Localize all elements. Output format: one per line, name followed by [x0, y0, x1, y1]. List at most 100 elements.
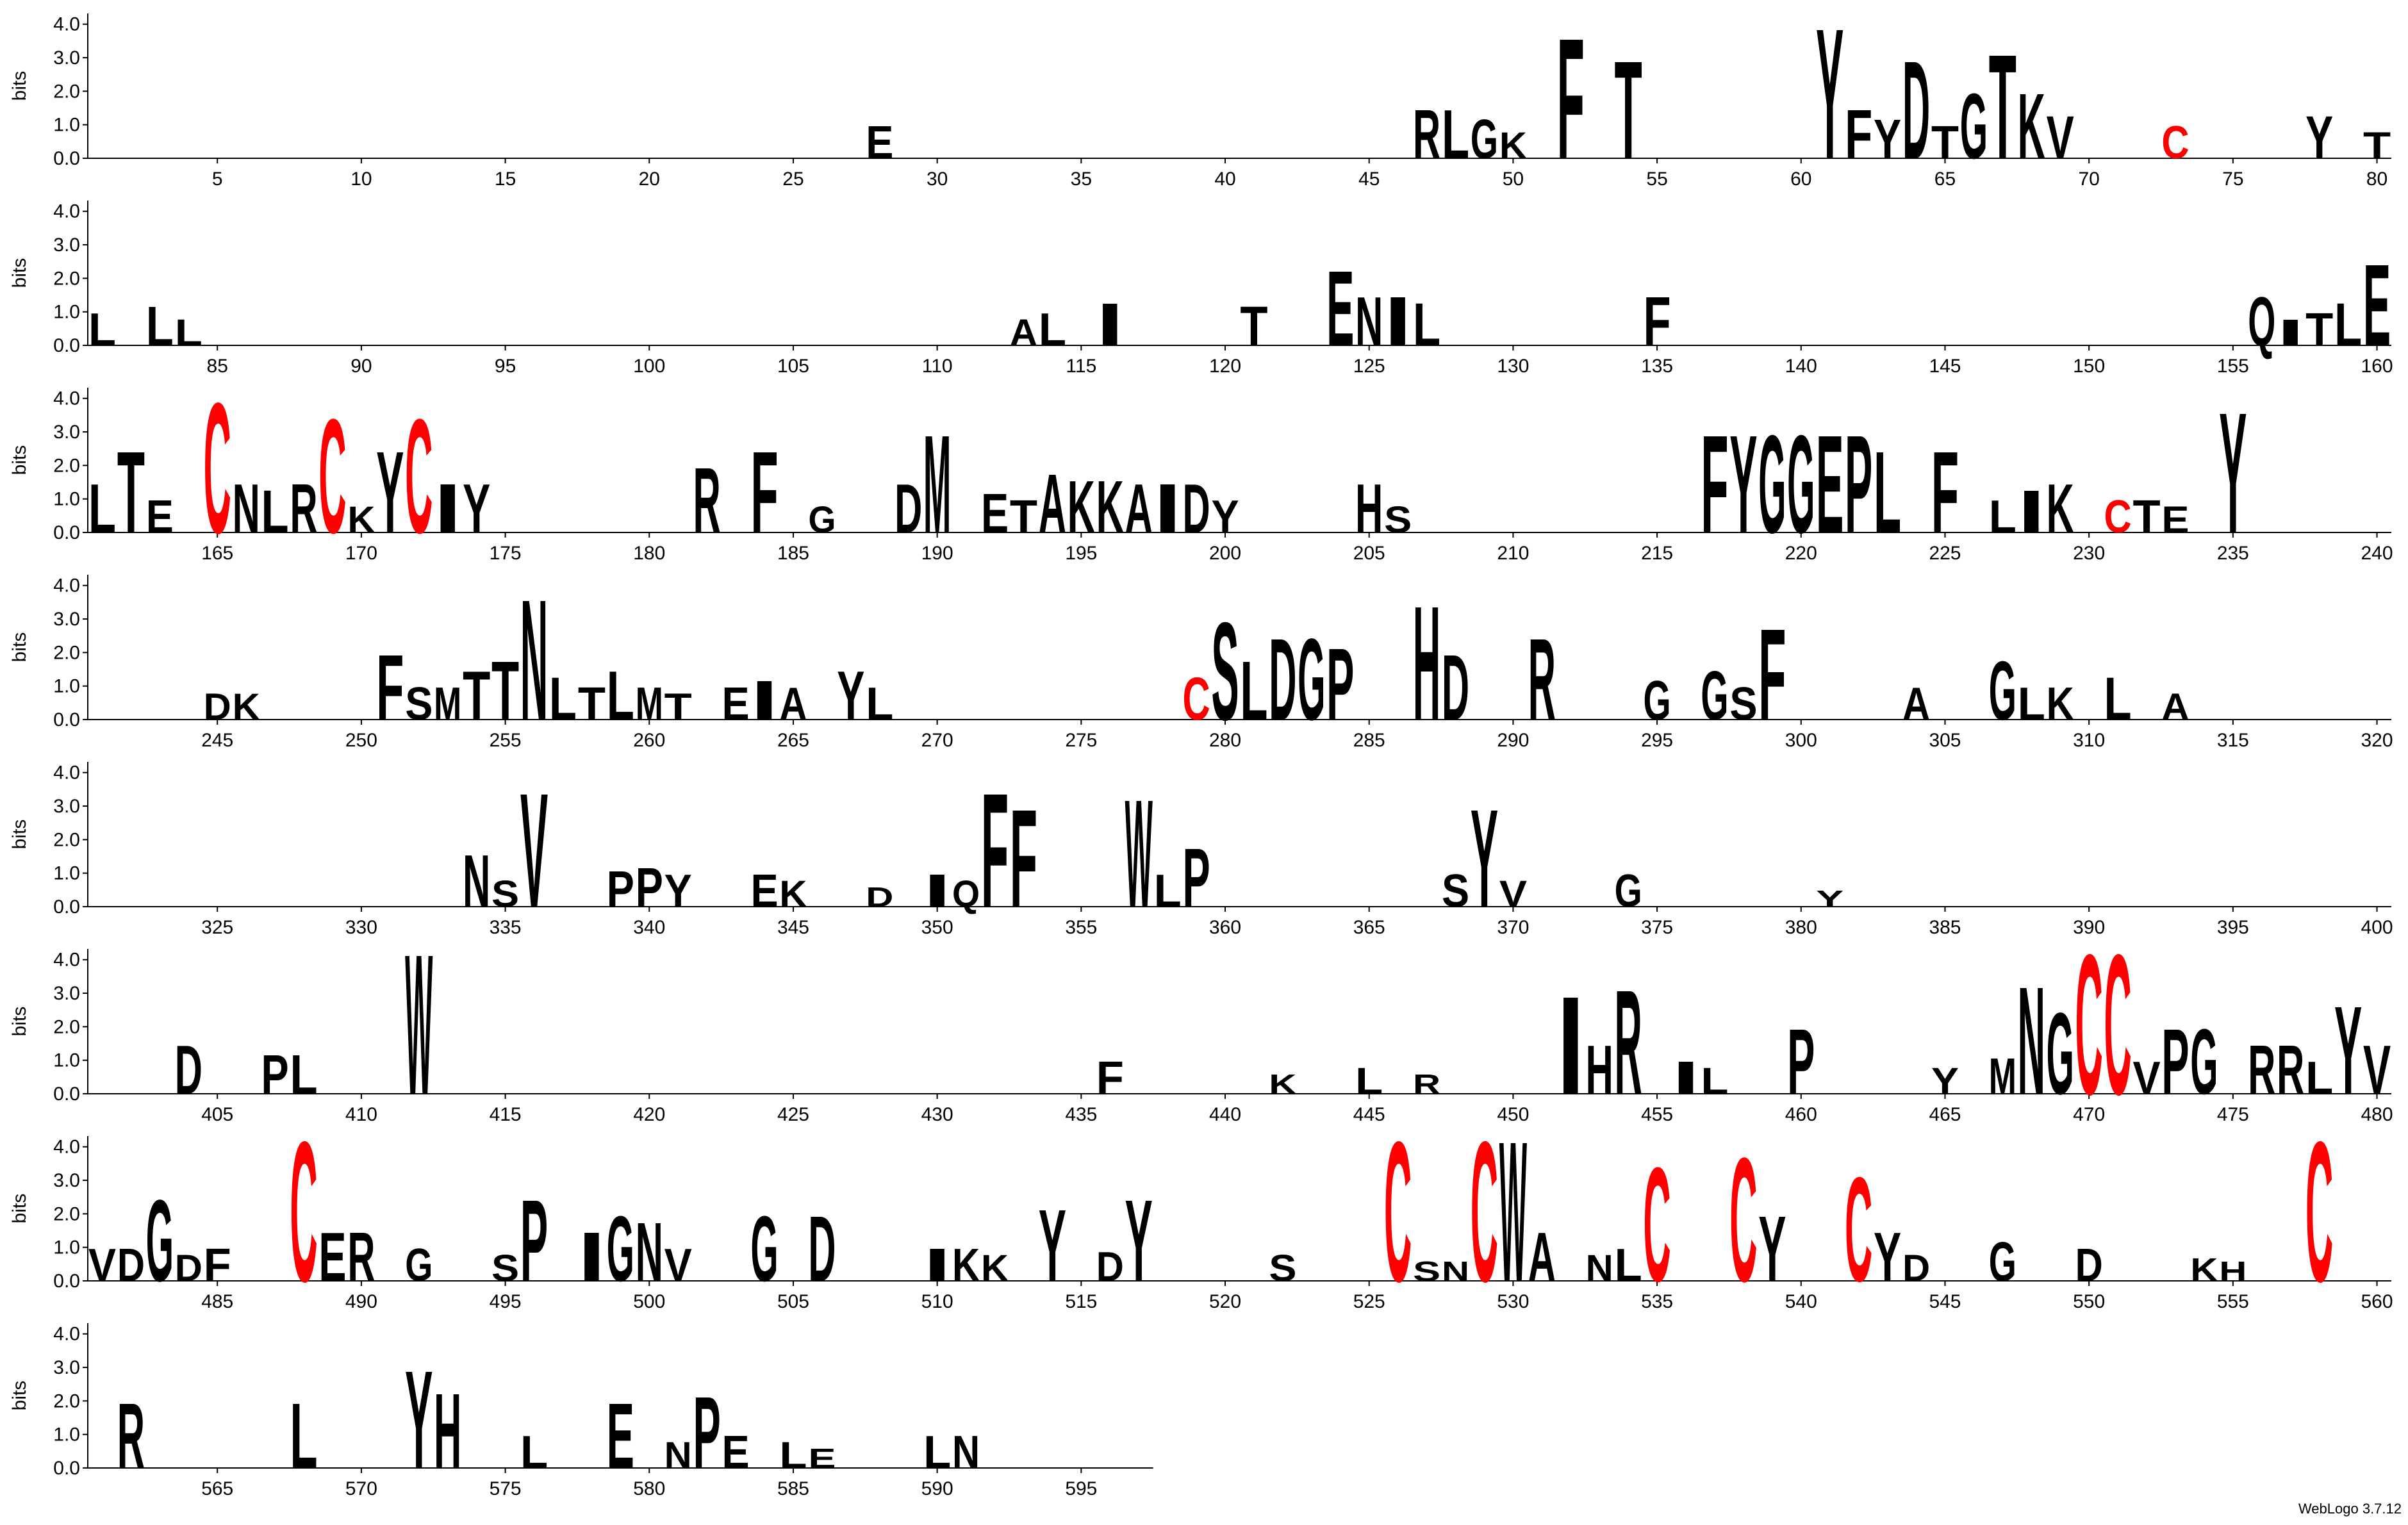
x-tick-label: 230	[2073, 543, 2105, 564]
x-tick-label: 370	[1497, 917, 1529, 938]
y-tick-label: 3.0	[53, 983, 80, 1004]
logo-letter: I	[923, 1239, 951, 1290]
y-tick-label: 0.0	[53, 148, 80, 169]
logo-letter: Y	[1471, 780, 1498, 936]
logo-letter: K	[347, 499, 375, 541]
logo-letter: L	[290, 1043, 317, 1106]
y-tick-label: 4.0	[53, 1137, 80, 1158]
logo-letter: L	[1874, 427, 1901, 557]
logo-letter: M	[434, 677, 461, 729]
x-tick-label: 165	[201, 543, 233, 564]
x-tick-label: 240	[2361, 543, 2393, 564]
logo-letter: Y	[1729, 406, 1757, 562]
x-tick-label: 140	[1785, 356, 1817, 377]
logo-letter: F	[1096, 1051, 1124, 1103]
logo-letter: C	[2075, 913, 2103, 1137]
y-tick-label: 4.0	[53, 1324, 80, 1345]
x-tick-label: 155	[2217, 356, 2249, 377]
logo-letter: D	[2075, 1239, 2103, 1290]
logo-letter: Y	[2305, 104, 2333, 172]
logo-letter: F	[376, 636, 404, 740]
logo-letter: A	[1039, 457, 1066, 550]
logo-letter: H	[1413, 572, 1440, 754]
x-tick-label: 385	[1929, 917, 1961, 938]
footer: WebLogo 3.7.12	[2298, 1501, 2402, 1517]
logo-letter: F	[981, 759, 1009, 941]
logo-letter: D	[1902, 1248, 1930, 1289]
logo-letter: G	[2047, 989, 2074, 1119]
x-tick-label: 505	[777, 1291, 809, 1312]
logo-letter: Y	[1758, 1198, 1786, 1301]
logo-letter: V	[2363, 1031, 2391, 1109]
logo-letter: E	[866, 116, 893, 168]
x-tick-label: 555	[2217, 1291, 2249, 1312]
logo-letter: R	[347, 1218, 375, 1296]
logo-letter: W	[1125, 768, 1153, 939]
y-tick-label: 2.0	[53, 829, 80, 850]
logo-letter: S	[1384, 499, 1412, 541]
logo-letter: M	[923, 406, 951, 562]
logo-letter: G	[1644, 669, 1671, 732]
y-tick-label: 1.0	[53, 115, 80, 136]
x-tick-label: 545	[1929, 1291, 1961, 1312]
logo-letter: M	[1989, 1048, 2016, 1105]
x-tick-label: 30	[927, 169, 948, 190]
logo-letter: N	[520, 563, 548, 756]
logo-letter: R	[1413, 95, 1440, 174]
x-tick-label: 340	[633, 917, 665, 938]
logo-letter: F	[1931, 427, 1959, 557]
logo-letter: I	[578, 1218, 606, 1296]
logo-letter: G	[146, 1176, 174, 1306]
logo-letter: L	[1039, 303, 1066, 355]
x-tick-label: 195	[1065, 543, 1097, 564]
logo-letter: R	[2277, 1031, 2304, 1109]
logo-letter: Y	[1125, 1176, 1153, 1306]
logo-letter: R	[290, 470, 317, 548]
x-tick-label: 245	[201, 730, 233, 751]
logo-letter: P	[693, 1376, 721, 1490]
y-tick-label: 0.0	[53, 896, 80, 918]
logo-letter: F	[1758, 602, 1786, 747]
logo-row: bits 0.0 1.0 2.0 3.0 4.0 565 570 575 580 585 590 595…	[9, 1323, 1153, 1499]
logo-letter: T	[1931, 116, 1959, 168]
logo-letter: Y	[837, 657, 864, 735]
x-tick-label: 45	[1358, 169, 1380, 190]
x-tick-label: 375	[1641, 917, 1673, 938]
logo-letter: D	[175, 1248, 202, 1289]
logo-letter: D	[1096, 1243, 1124, 1290]
logo-letter: E	[146, 490, 174, 542]
y-tick-label: 3.0	[53, 47, 80, 69]
logo-letter: C	[290, 1100, 317, 1324]
y-tick-label: 0.0	[53, 1084, 80, 1105]
logo-letter: N	[463, 839, 490, 923]
y-axis-label: bits	[9, 258, 30, 288]
logo-letter: T	[1989, 24, 2016, 190]
logo-letter: L	[923, 1426, 951, 1478]
logo-letter: D	[117, 1239, 145, 1290]
logo-letter: D	[1183, 470, 1210, 548]
x-tick-label: 470	[2073, 1104, 2105, 1125]
y-tick-label: 3.0	[53, 422, 80, 443]
logo-letter: P	[1183, 831, 1210, 925]
logo-letter: C	[1845, 1146, 1872, 1313]
logo-letter: G	[1615, 864, 1642, 916]
x-tick-label: 135	[1641, 356, 1673, 377]
x-tick-label: 455	[1641, 1104, 1673, 1125]
logo-letter: H	[1586, 1031, 1613, 1109]
logo-letter: C	[204, 365, 231, 573]
logo-letter: L	[1240, 644, 1267, 738]
logo-letter: V	[1499, 873, 1527, 915]
logo-letter: V	[2132, 1051, 2160, 1103]
logo-letter: C	[2161, 116, 2189, 168]
logo-letter: E	[2161, 499, 2189, 541]
y-tick-label: 4.0	[53, 763, 80, 784]
logo-letter: Y	[463, 470, 490, 548]
logo-letter: Y	[405, 1341, 433, 1497]
logo-letter: E	[981, 482, 1009, 545]
x-tick-label: 430	[921, 1104, 953, 1125]
logo-letter: T	[463, 657, 490, 735]
logo-letter: R	[2248, 1031, 2275, 1109]
logo-letter: N	[1586, 1248, 1613, 1289]
x-tick-label: 480	[2361, 1104, 2393, 1125]
x-tick-label: 255	[490, 730, 522, 751]
